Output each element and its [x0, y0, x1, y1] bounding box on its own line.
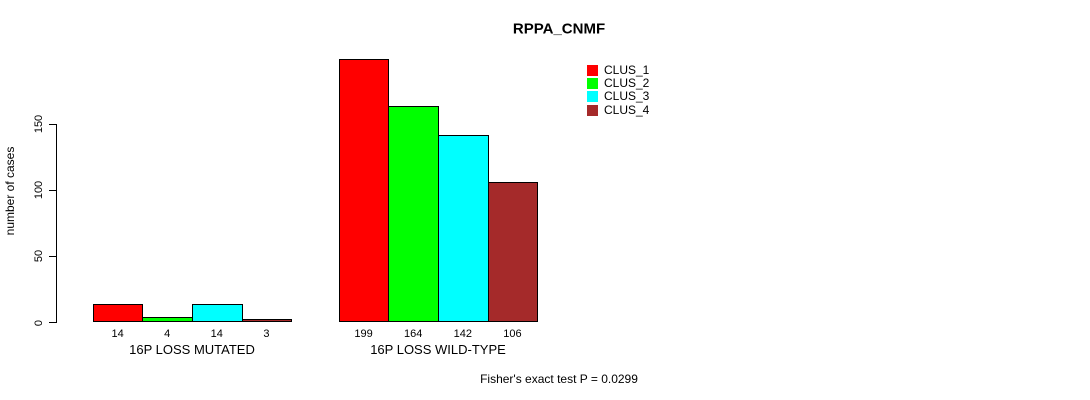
y-tick-mark: [48, 255, 56, 257]
bar-value-label: 164: [404, 327, 423, 340]
y-axis-label: number of cases: [3, 146, 17, 236]
bar-clus_1: [92, 303, 144, 323]
bar-clus_2: [142, 317, 193, 323]
bar-clus_1: [338, 59, 390, 323]
legend-label: CLUS_1: [604, 62, 650, 77]
y-axis-line: [56, 124, 57, 323]
bar-value-label: 199: [354, 327, 373, 340]
legend-swatch-clus_2: [587, 77, 598, 89]
legend-item: CLUS_3: [587, 90, 649, 103]
bar-value-label: 3: [263, 327, 270, 340]
y-tick-mark: [48, 123, 56, 125]
legend-item: CLUS_2: [587, 75, 650, 90]
legend-item: CLUS_1: [587, 62, 650, 77]
legend-swatch-clus_4: [587, 104, 598, 116]
legend-item: CLUS_4: [587, 102, 650, 117]
bar-value-label: 14: [111, 327, 124, 340]
y-tick-mark: [48, 322, 56, 323]
bar-clus_3: [438, 134, 489, 323]
y-tick-label: 100: [33, 181, 45, 200]
bar-clus_3: [192, 303, 243, 323]
y-tick-mark: [48, 189, 56, 191]
chart-title: RPPA_CNMF: [512, 20, 606, 38]
y-tick-label: 0: [33, 319, 45, 326]
bar-clus_4: [487, 182, 539, 323]
bar-value-label: 142: [453, 327, 472, 340]
bar-value-label: 4: [164, 327, 171, 340]
bar-clus_2: [388, 105, 439, 323]
group-label: 16P LOSS WILD-TYPE: [370, 342, 506, 357]
y-tick-label: 50: [33, 250, 45, 263]
bar-value-label: 14: [210, 327, 223, 340]
group-label: 16P LOSS MUTATED: [129, 342, 255, 357]
legend-label: CLUS_2: [604, 75, 650, 90]
annotation-text: Fisher's exact test P = 0.0299: [480, 372, 638, 386]
legend-swatch-clus_1: [587, 64, 598, 76]
y-tick-label: 150: [33, 115, 45, 134]
legend-swatch-clus_3: [587, 91, 598, 103]
bar-clus_4: [241, 318, 293, 323]
legend-label: CLUS_4: [604, 102, 650, 117]
legend-label: CLUS_3: [604, 89, 650, 104]
bar-value-label: 106: [503, 327, 522, 340]
